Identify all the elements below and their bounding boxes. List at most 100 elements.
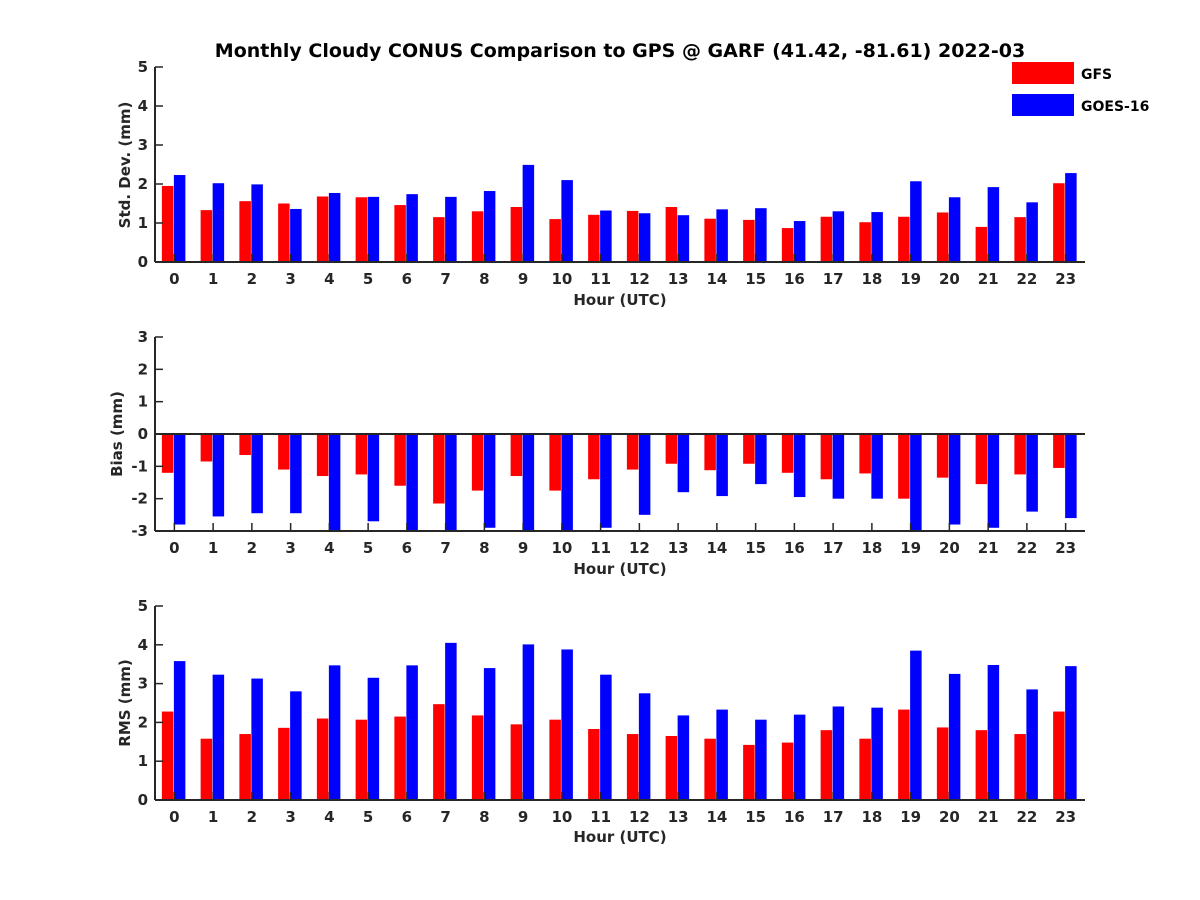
- std-dev-bar-goes16-12: [638, 213, 651, 262]
- rms-x-tick-label: 20: [939, 808, 960, 826]
- std-dev-bar-goes16-0: [173, 175, 186, 262]
- std-dev-bar-goes16-3: [290, 208, 302, 262]
- legend: GFS GOES-16: [1012, 62, 1149, 116]
- bias-bar-gfs-20: [936, 434, 949, 478]
- bias-bar-gfs-18: [859, 434, 871, 474]
- std-dev-bar-gfs-20: [936, 212, 949, 262]
- rms-x-tick-label: 21: [978, 808, 999, 826]
- rms-bar-goes16-10: [561, 649, 573, 800]
- rms-x-tick-label: 4: [324, 808, 334, 826]
- bias-y-tick-label: -2: [131, 490, 148, 508]
- rms-x-tick-label: 2: [247, 808, 257, 826]
- std-dev-bar-goes16-15: [755, 208, 767, 262]
- rms-bar-goes16-20: [948, 673, 961, 800]
- rms-bar-goes16-5: [367, 677, 380, 800]
- rms-bar-goes16-7: [445, 642, 457, 800]
- bias-y-tick-label: -3: [131, 522, 148, 540]
- bias-y-tick-label: 1: [138, 393, 148, 411]
- rms-x-tick-label: 0: [169, 808, 179, 826]
- bias-bar-gfs-9: [510, 434, 523, 477]
- std-dev-bar-gfs-13: [665, 207, 678, 262]
- std-dev-y-tick-label: 4: [138, 97, 148, 115]
- std-dev-bar-goes16-16: [793, 221, 806, 262]
- std-dev-bar-gfs-18: [859, 222, 871, 262]
- bias-bar-gfs-13: [665, 434, 678, 464]
- std-dev-x-tick-label: 13: [668, 270, 689, 288]
- rms-x-tick-label: 16: [784, 808, 805, 826]
- rms-bar-gfs-22: [1014, 734, 1026, 800]
- rms-x-tick-label: 9: [518, 808, 528, 826]
- rms-x-label: Hour (UTC): [573, 828, 666, 846]
- std-dev-x-label: Hour (UTC): [573, 291, 666, 309]
- std-dev-y-label: Std. Dev. (mm): [116, 102, 134, 229]
- rms-bar-gfs-11: [588, 729, 600, 800]
- std-dev-bar-gfs-1: [200, 210, 213, 262]
- bias-x-tick-label: 3: [285, 539, 295, 557]
- rms-bar-gfs-2: [239, 734, 251, 800]
- rms-bar-goes16-11: [600, 674, 612, 800]
- rms-bar-goes16-17: [832, 706, 845, 800]
- bias-bar-goes16-11: [600, 434, 612, 528]
- std-dev-x-tick-label: 10: [551, 270, 572, 288]
- rms-y-tick-label: 3: [138, 675, 148, 693]
- std-dev-bar-gfs-8: [471, 211, 484, 262]
- rms-bar-goes16-12: [638, 693, 651, 800]
- std-dev-bar-goes16-23: [1065, 173, 1077, 262]
- bias-bar-gfs-14: [704, 434, 716, 471]
- bias-x-tick-label: 8: [479, 539, 489, 557]
- std-dev-x-tick-label: 9: [518, 270, 528, 288]
- rms-x-tick-label: 11: [590, 808, 611, 826]
- rms-bar-goes16-13: [677, 715, 690, 800]
- rms-bar-gfs-8: [471, 715, 484, 800]
- bias-bar-goes16-16: [793, 434, 806, 498]
- std-dev-bar-goes16-8: [483, 191, 496, 262]
- bias-bar-goes16-21: [987, 434, 1000, 528]
- bias-x-tick-label: 23: [1055, 539, 1076, 557]
- std-dev-x-tick-label: 22: [1016, 270, 1037, 288]
- std-dev-x-tick-label: 4: [324, 270, 334, 288]
- rms-bar-goes16-3: [290, 691, 302, 800]
- std-dev-bar-gfs-14: [704, 218, 716, 262]
- rms-x-tick-label: 13: [668, 808, 689, 826]
- std-dev-bar-gfs-6: [394, 205, 406, 262]
- bias-bar-goes16-0: [173, 434, 186, 525]
- rms-x-tick-label: 18: [861, 808, 882, 826]
- bias-y-tick-label: 0: [138, 425, 148, 443]
- rms-x-tick-label: 6: [402, 808, 412, 826]
- rms-bar-goes16-16: [793, 714, 806, 800]
- std-dev-x-tick-label: 0: [169, 270, 179, 288]
- std-dev-bar-gfs-21: [975, 226, 988, 262]
- bias-x-tick-label: 17: [823, 539, 844, 557]
- std-dev-bar-gfs-22: [1014, 217, 1026, 262]
- rms-bar-goes16-1: [212, 674, 225, 800]
- bias-bar-goes16-12: [638, 434, 651, 515]
- rms-bar-gfs-3: [278, 727, 290, 800]
- std-dev-bar-goes16-7: [445, 196, 457, 262]
- bias-bar-goes16-22: [1026, 434, 1038, 512]
- bias-bar-gfs-11: [588, 434, 600, 480]
- std-dev-x-tick-label: 6: [402, 270, 412, 288]
- rms-x-tick-label: 19: [900, 808, 921, 826]
- rms-bar-gfs-7: [433, 704, 445, 800]
- std-dev-bar-gfs-11: [588, 214, 600, 262]
- rms-bar-goes16-18: [871, 707, 883, 800]
- rms-bar-goes16-21: [987, 664, 1000, 800]
- rms-bar-gfs-9: [510, 724, 523, 800]
- std-dev-bar-gfs-16: [781, 228, 794, 262]
- bias-bar-gfs-1: [200, 434, 213, 462]
- rms-bar-gfs-23: [1053, 711, 1065, 800]
- std-dev-x-tick-label: 17: [823, 270, 844, 288]
- std-dev-x-tick-label: 16: [784, 270, 805, 288]
- std-dev-bar-goes16-2: [251, 184, 263, 262]
- rms-bar-gfs-5: [355, 719, 368, 800]
- bias-bar-gfs-3: [278, 434, 290, 470]
- rms-bar-goes16-0: [173, 661, 186, 800]
- rms-bar-gfs-18: [859, 738, 871, 800]
- bias-x-tick-label: 5: [363, 539, 373, 557]
- bias-bar-gfs-12: [626, 434, 639, 470]
- bias-bar-gfs-19: [898, 434, 910, 499]
- bias-bar-gfs-15: [743, 434, 755, 464]
- std-dev-bar-goes16-21: [987, 187, 1000, 262]
- rms-bar-gfs-20: [936, 727, 949, 800]
- rms-bar-goes16-6: [406, 665, 418, 800]
